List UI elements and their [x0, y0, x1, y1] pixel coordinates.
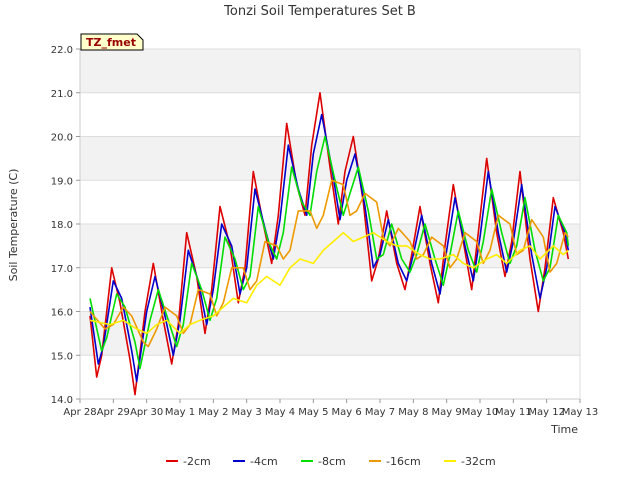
y-tick-label: 17.0 [51, 264, 73, 275]
x-tick-label: May 5 [298, 407, 328, 418]
legend-label: -4cm [250, 455, 278, 468]
series-line-16cmcm [89, 179, 569, 348]
x-tick-label: Apr 29 [97, 407, 130, 418]
x-tick-label: May 13 [562, 407, 599, 418]
x-tick-label: Apr 28 [63, 407, 96, 418]
x-tick-label: May 11 [495, 407, 532, 418]
y-tick-label: 16.0 [51, 308, 73, 319]
x-tick-label: May 9 [432, 407, 462, 418]
series-line-32cmcm [89, 231, 569, 335]
x-tick-label: May 8 [398, 407, 428, 418]
legend-label: -2cm [183, 455, 211, 468]
x-axis-label: Time [550, 423, 578, 436]
chart-title: Tonzi Soil Temperatures Set B [223, 4, 416, 19]
x-tick-label: May 7 [365, 407, 395, 418]
x-tick-label: May 10 [462, 407, 499, 418]
y-tick-label: 21.0 [51, 89, 73, 100]
plot-band [80, 355, 580, 399]
x-tick-label: Apr 30 [130, 407, 163, 418]
y-tick-label: 22.0 [51, 45, 73, 56]
y-tick-label: 14.0 [51, 395, 73, 406]
y-tick-labels: 14.0 15.0 16.0 17.0 18.0 19.0 20.0 21.0 22.0 [51, 45, 80, 406]
y-tick-label: 19.0 [51, 176, 73, 187]
legend-label: -8cm [318, 455, 346, 468]
legend: -2cm -4cm -8cm -16cm -32cm [166, 455, 496, 468]
x-tick-label: May 1 [165, 407, 195, 418]
x-tick-labels: Apr 28 Apr 29 Apr 30 May 1 May 2 May 3 May 4 Ma… [63, 399, 598, 418]
legend-label: -16cm [386, 455, 421, 468]
y-tick-label: 15.0 [51, 351, 73, 362]
series-lines [89, 92, 570, 396]
y-tick-label: 18.0 [51, 220, 73, 231]
annotation-label: TZ_fmet [86, 36, 136, 49]
plot-band [80, 49, 580, 93]
x-tick-label: May 12 [528, 407, 565, 418]
legend-label: -32cm [461, 455, 496, 468]
x-tick-label: May 2 [198, 407, 228, 418]
y-tick-label: 20.0 [51, 133, 73, 144]
x-tick-label: May 4 [265, 407, 295, 418]
y-axis-label: Soil Temperature (C) [7, 169, 20, 282]
annotation-box: TZ_fmet [80, 33, 144, 51]
series-line-8cmcm [89, 135, 570, 370]
x-tick-label: May 6 [332, 407, 362, 418]
x-tick-label: May 3 [232, 407, 262, 418]
plot-band [80, 92, 580, 137]
